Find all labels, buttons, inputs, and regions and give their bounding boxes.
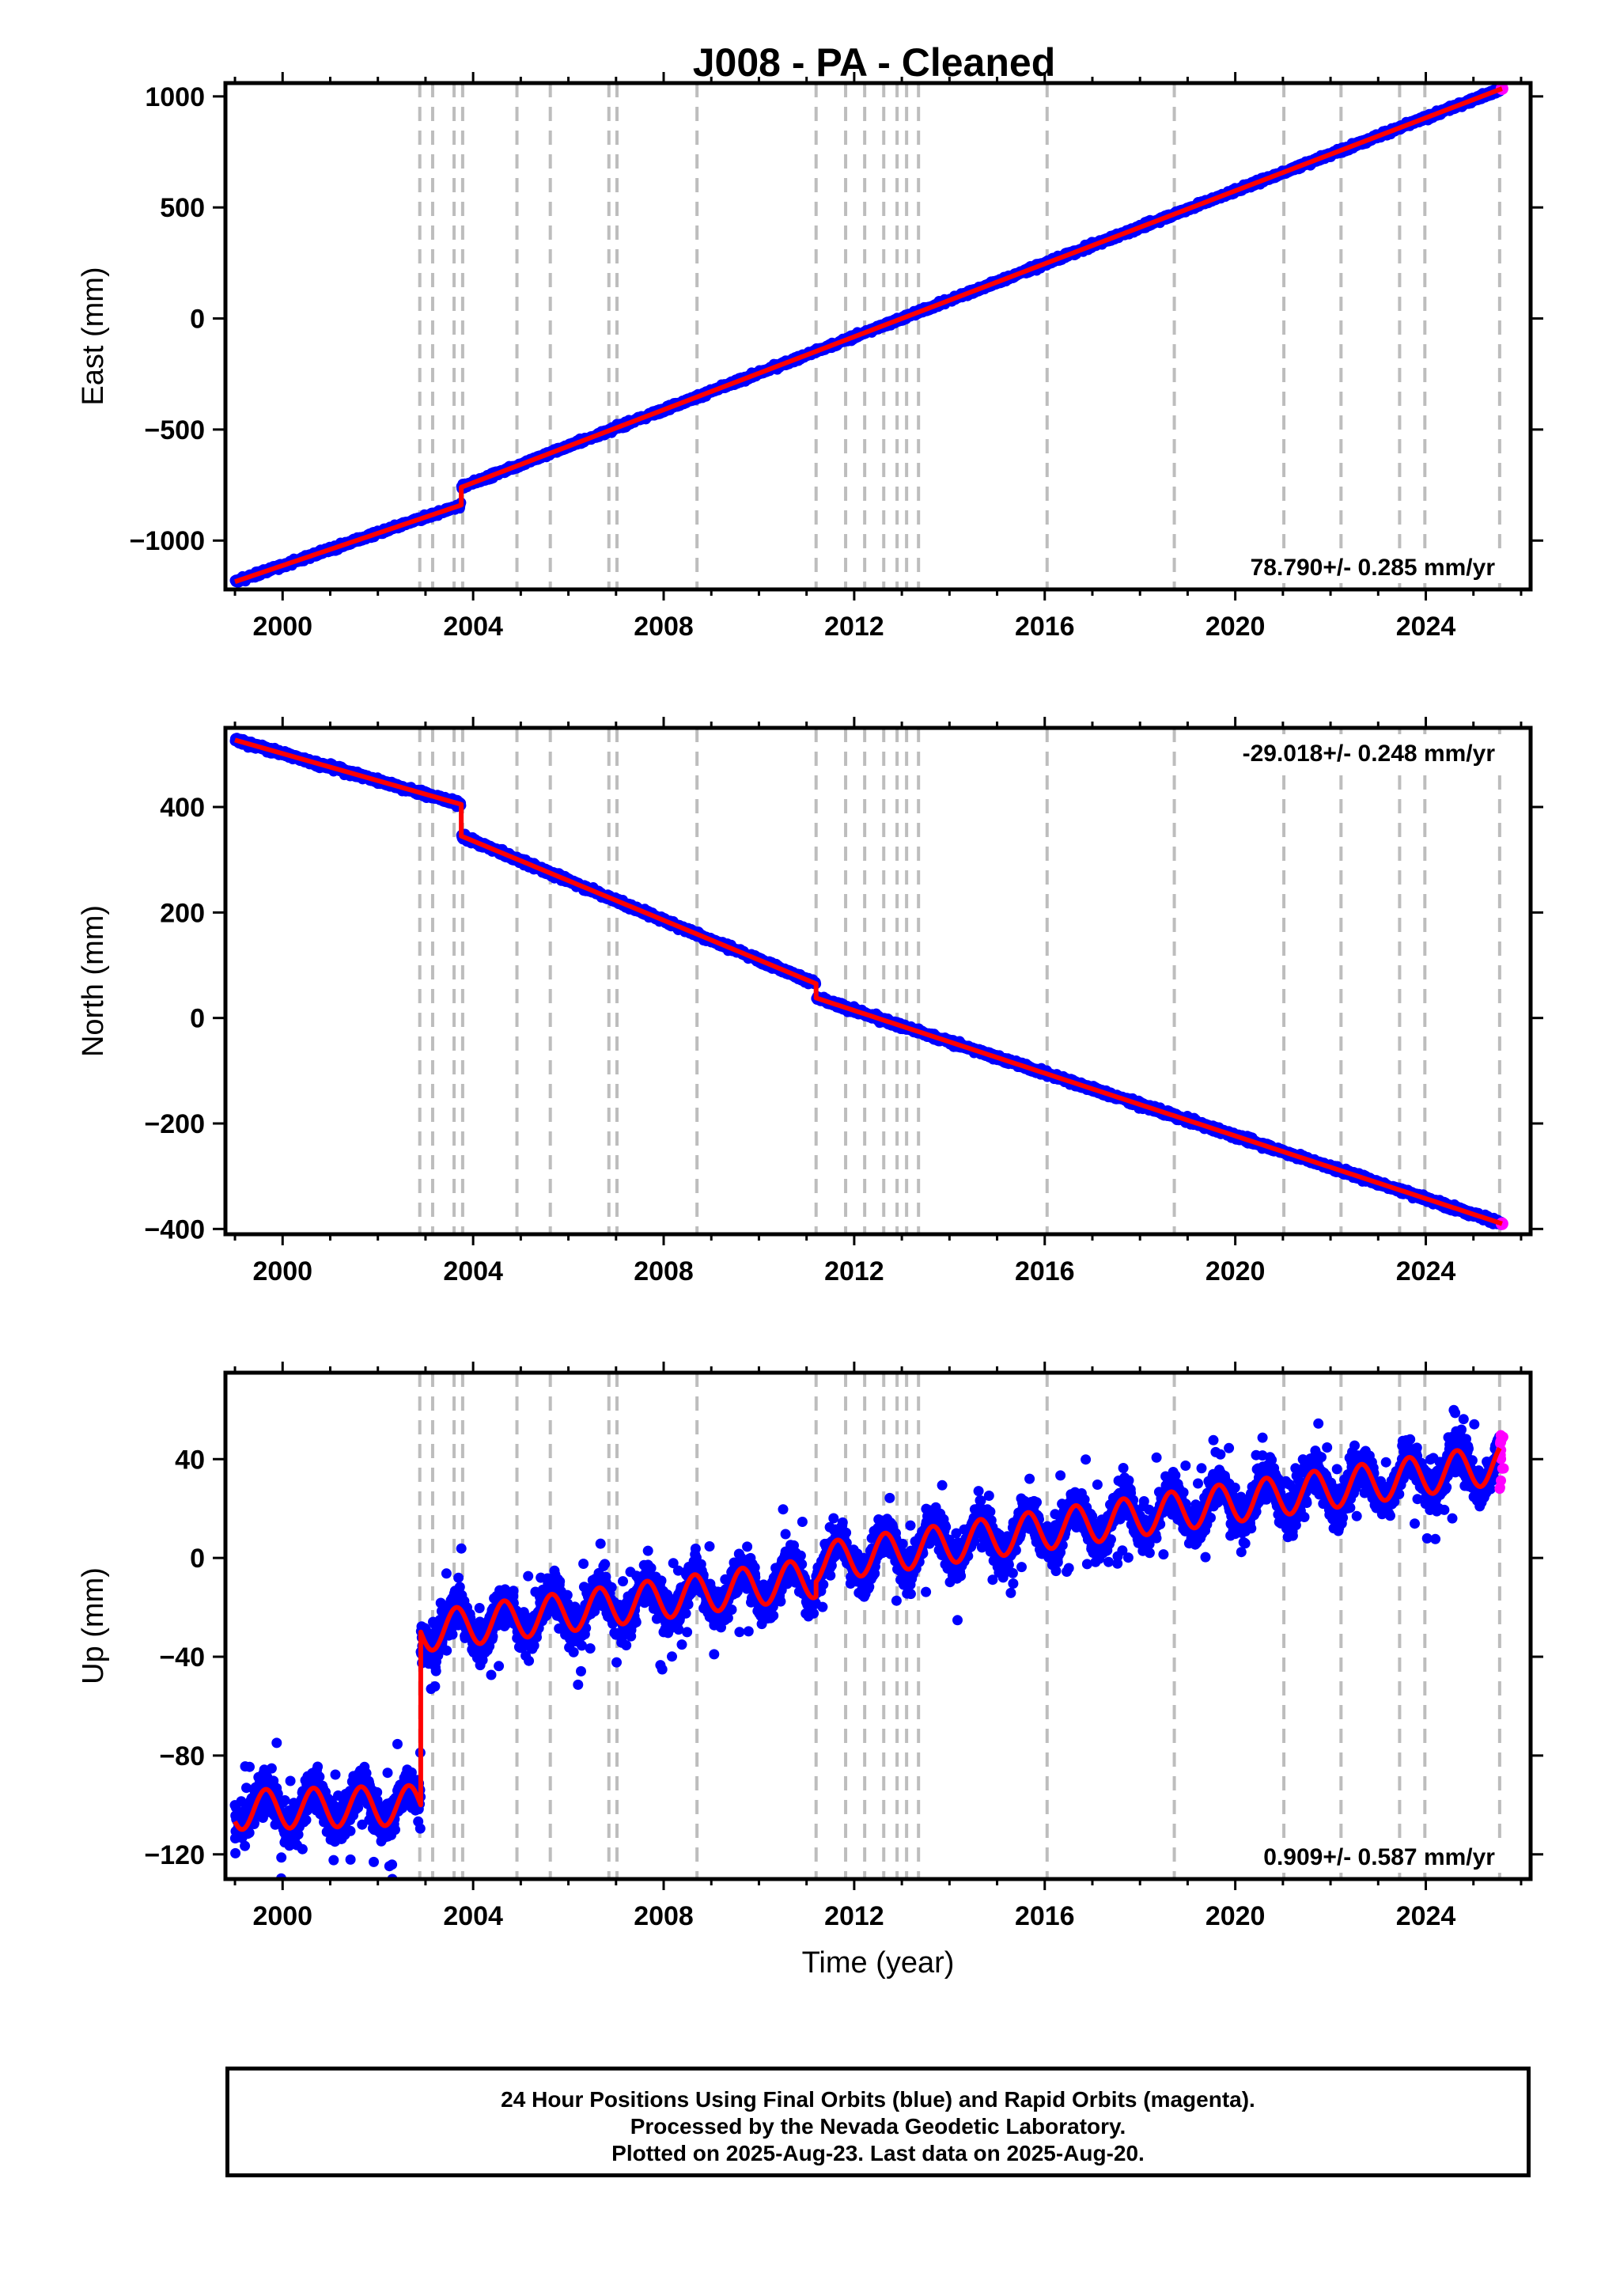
- y-tick-label: −500: [144, 415, 205, 445]
- x-tick-label: 2012: [824, 612, 884, 642]
- velocity-label: 78.790+/- 0.285 mm/yr: [1251, 555, 1496, 581]
- x-tick-label: 2004: [443, 612, 503, 642]
- plot-area: [229, 83, 1508, 589]
- east-panel: 2000 2004 2008 2012 2016 2020 2024 −1000 −500 0 50…: [77, 72, 1543, 642]
- north-panel: 2000 2004 2008 2012 2016 2020 2024−400−2000200…: [77, 717, 1543, 1286]
- plot-area: [229, 728, 1508, 1234]
- final-orbit-dots: [229, 733, 1508, 1230]
- x-tick-label: 2000: [252, 612, 312, 642]
- x-tick-label: 2008: [634, 612, 694, 642]
- x-tick-label: 2024: [1396, 612, 1456, 642]
- y-tick-label: 0: [190, 305, 205, 335]
- y-tick-label: −1000: [130, 526, 206, 556]
- figure-title: J008 - PA - Cleaned: [693, 40, 1056, 85]
- y-tick-label: 1000: [145, 82, 205, 112]
- y-axis-label: East (mm): [77, 267, 110, 405]
- x-tick-label: 2016: [1015, 612, 1075, 642]
- x-tick-label: 2020: [1205, 612, 1266, 642]
- y-tick-label: 500: [160, 193, 205, 223]
